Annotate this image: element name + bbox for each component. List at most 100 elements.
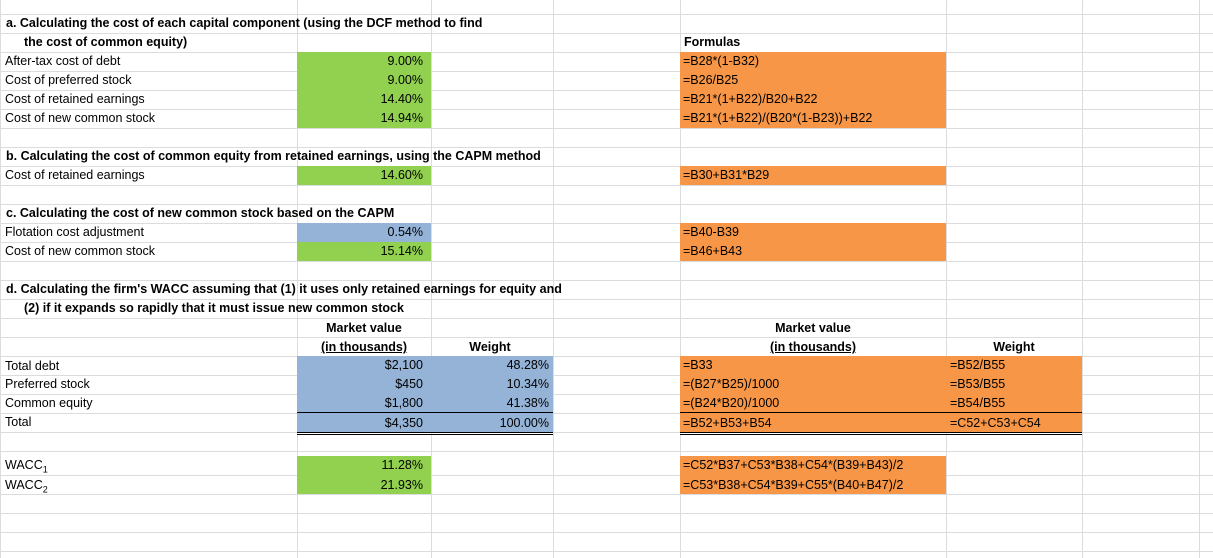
total-double-underline: [297, 432, 553, 435]
cell-value-capm-new-common-stock[interactable]: 15.14%: [380, 244, 423, 258]
gridline-row: [0, 451, 1213, 452]
cell-formula-market-preferred-stock[interactable]: =(B27*B25)/1000: [683, 377, 780, 391]
cell-label-total[interactable]: Total: [5, 415, 32, 429]
section-b-value-fill: [297, 166, 431, 185]
gridline-col: [553, 0, 554, 558]
cell-value-cost-of-retained-earnings[interactable]: 14.40%: [380, 92, 423, 106]
cell-formula-capm-retained-earnings[interactable]: =B30+B31*B29: [683, 168, 770, 182]
cell-formula-flotation-cost-adjustment[interactable]: =B40-B39: [683, 225, 739, 239]
cell-value-wacc1[interactable]: 11.28%: [381, 458, 423, 472]
section-c-title: c. Calculating the cost of new common st…: [6, 206, 395, 220]
total-top-border: [297, 412, 553, 413]
gridline-row: [0, 242, 1213, 243]
gridline-row: [0, 318, 1213, 319]
cell-value-after-tax-cost-of-debt[interactable]: 9.00%: [387, 54, 423, 68]
cell-label-cost-of-preferred-stock[interactable]: Cost of preferred stock: [5, 73, 132, 87]
cell-value-capm-retained-earnings[interactable]: 14.60%: [380, 168, 423, 182]
gridline-col: [1199, 0, 1200, 558]
section-d-values-fill: [297, 356, 553, 432]
cell-formula-market-common-equity[interactable]: =(B24*B20)/1000: [683, 396, 780, 410]
cell-label-capm-retained-earnings[interactable]: Cost of retained earnings: [5, 168, 145, 182]
gridline-row: [0, 14, 1213, 15]
gridline-row: [0, 513, 1213, 514]
section-c-adjustment-fill: [297, 223, 431, 242]
section-a-title-line1: a. Calculating the cost of each capital …: [6, 16, 483, 30]
gridline-col: [0, 0, 1, 558]
section-b-title: b. Calculating the cost of common equity…: [6, 149, 541, 163]
cell-market-total-debt[interactable]: $2,100: [384, 358, 423, 372]
cell-label-common-equity[interactable]: Common equity: [5, 396, 93, 410]
cell-formula-wacc1[interactable]: =C52*B37+C53*B38+C54*(B39+B43)/2: [683, 458, 904, 472]
gridline-row: [0, 71, 1213, 72]
gridline-row: [0, 532, 1213, 533]
cell-label-preferred-stock[interactable]: Preferred stock: [5, 377, 90, 391]
section-a-formulas-fill: [680, 52, 946, 128]
cell-formula-capm-new-common-stock[interactable]: =B46+B43: [683, 244, 743, 258]
cell-label-wacc2[interactable]: WACC2: [5, 478, 48, 495]
gridline-row: [0, 475, 1213, 476]
gridline-row: [0, 166, 1213, 167]
gridline-col: [1082, 0, 1083, 558]
cell-formula-market-total-debt[interactable]: =B33: [683, 358, 713, 372]
formula-header-weight: Weight: [993, 340, 1035, 354]
cell-formula-cost-of-preferred-stock[interactable]: =B26/B25: [683, 73, 739, 87]
gridline-row: [0, 356, 1213, 357]
formula-header-market-value: Market value: [775, 321, 851, 335]
gridline-row: [0, 261, 1213, 262]
section-c-value-fill: [297, 242, 431, 261]
gridline-col: [946, 0, 947, 558]
cell-value-cost-of-preferred-stock[interactable]: 9.00%: [387, 73, 423, 87]
section-d-formulas-fill: [680, 356, 1082, 432]
cell-weight-total-debt[interactable]: 48.28%: [506, 358, 549, 372]
gridline-row: [0, 299, 1213, 300]
gridline-row: [0, 33, 1213, 34]
gridline-col: [680, 0, 681, 558]
header-market-value: Market value: [326, 321, 402, 335]
gridline-row: [0, 128, 1213, 129]
section-b-formula-fill: [680, 166, 946, 185]
cell-formula-cost-of-retained-earnings[interactable]: =B21*(1+B22)/B20+B22: [683, 92, 818, 106]
wacc-values-fill: [297, 456, 431, 494]
gridline-row: [0, 147, 1213, 148]
cell-formula-market-total[interactable]: =B52+B53+B54: [683, 416, 772, 430]
cell-weight-total[interactable]: 100.00%: [499, 416, 549, 430]
cell-market-total[interactable]: $4,350: [384, 416, 423, 430]
cell-formula-wacc2[interactable]: =C53*B38+C54*B39+C55*(B40+B47)/2: [683, 478, 904, 492]
cell-label-after-tax-cost-of-debt[interactable]: After-tax cost of debt: [5, 54, 121, 68]
formula-header-in-thousands: (in thousands): [769, 340, 857, 354]
cell-label-flotation-cost-adjustment[interactable]: Flotation cost adjustment: [5, 225, 144, 239]
cell-label-wacc1[interactable]: WACC1: [5, 458, 48, 475]
cell-weight-common-equity[interactable]: 41.38%: [506, 396, 549, 410]
formula-total-top-border: [680, 412, 1082, 413]
cell-formula-weight-common-equity[interactable]: =B54/B55: [950, 396, 1006, 410]
cell-value-flotation-cost-adjustment[interactable]: 0.54%: [387, 225, 423, 239]
cell-formula-weight-preferred-stock[interactable]: =B53/B55: [950, 377, 1006, 391]
gridline-row: [0, 52, 1213, 53]
cell-label-capm-new-common-stock[interactable]: Cost of new common stock: [5, 244, 156, 258]
cell-label-cost-of-new-common-stock[interactable]: Cost of new common stock: [5, 111, 156, 125]
gridline-row: [0, 413, 1213, 414]
cell-market-preferred-stock[interactable]: $450: [395, 377, 423, 391]
cell-value-cost-of-new-common-stock[interactable]: 14.94%: [380, 111, 423, 125]
cell-formula-weight-total[interactable]: =C52+C53+C54: [950, 416, 1041, 430]
gridline-row: [0, 337, 1213, 338]
cell-formula-after-tax-cost-of-debt[interactable]: =B28*(1-B32): [683, 54, 760, 68]
cell-formula-cost-of-new-common-stock[interactable]: =B21*(1+B22)/(B20*(1-B23))+B22: [683, 111, 873, 125]
formula-total-double-underline: [680, 432, 1082, 435]
gridline-col: [431, 0, 432, 558]
header-in-thousands: (in thousands): [320, 340, 408, 354]
section-d-title-line1: d. Calculating the firm's WACC assuming …: [6, 282, 562, 296]
cell-label-cost-of-retained-earnings[interactable]: Cost of retained earnings: [5, 92, 145, 106]
cell-value-wacc2[interactable]: 21.93%: [380, 478, 423, 492]
cell-market-common-equity[interactable]: $1,800: [384, 396, 423, 410]
gridline-col: [297, 0, 298, 558]
gridline-row: [0, 394, 1213, 395]
header-weight: Weight: [469, 340, 511, 354]
formulas-header: Formulas: [684, 35, 741, 49]
cell-formula-weight-total-debt[interactable]: =B52/B55: [950, 358, 1006, 372]
cell-weight-preferred-stock[interactable]: 10.34%: [506, 377, 549, 391]
gridline-row: [0, 375, 1213, 376]
gridline-row: [0, 185, 1213, 186]
cell-label-total-debt[interactable]: Total debt: [5, 359, 60, 373]
